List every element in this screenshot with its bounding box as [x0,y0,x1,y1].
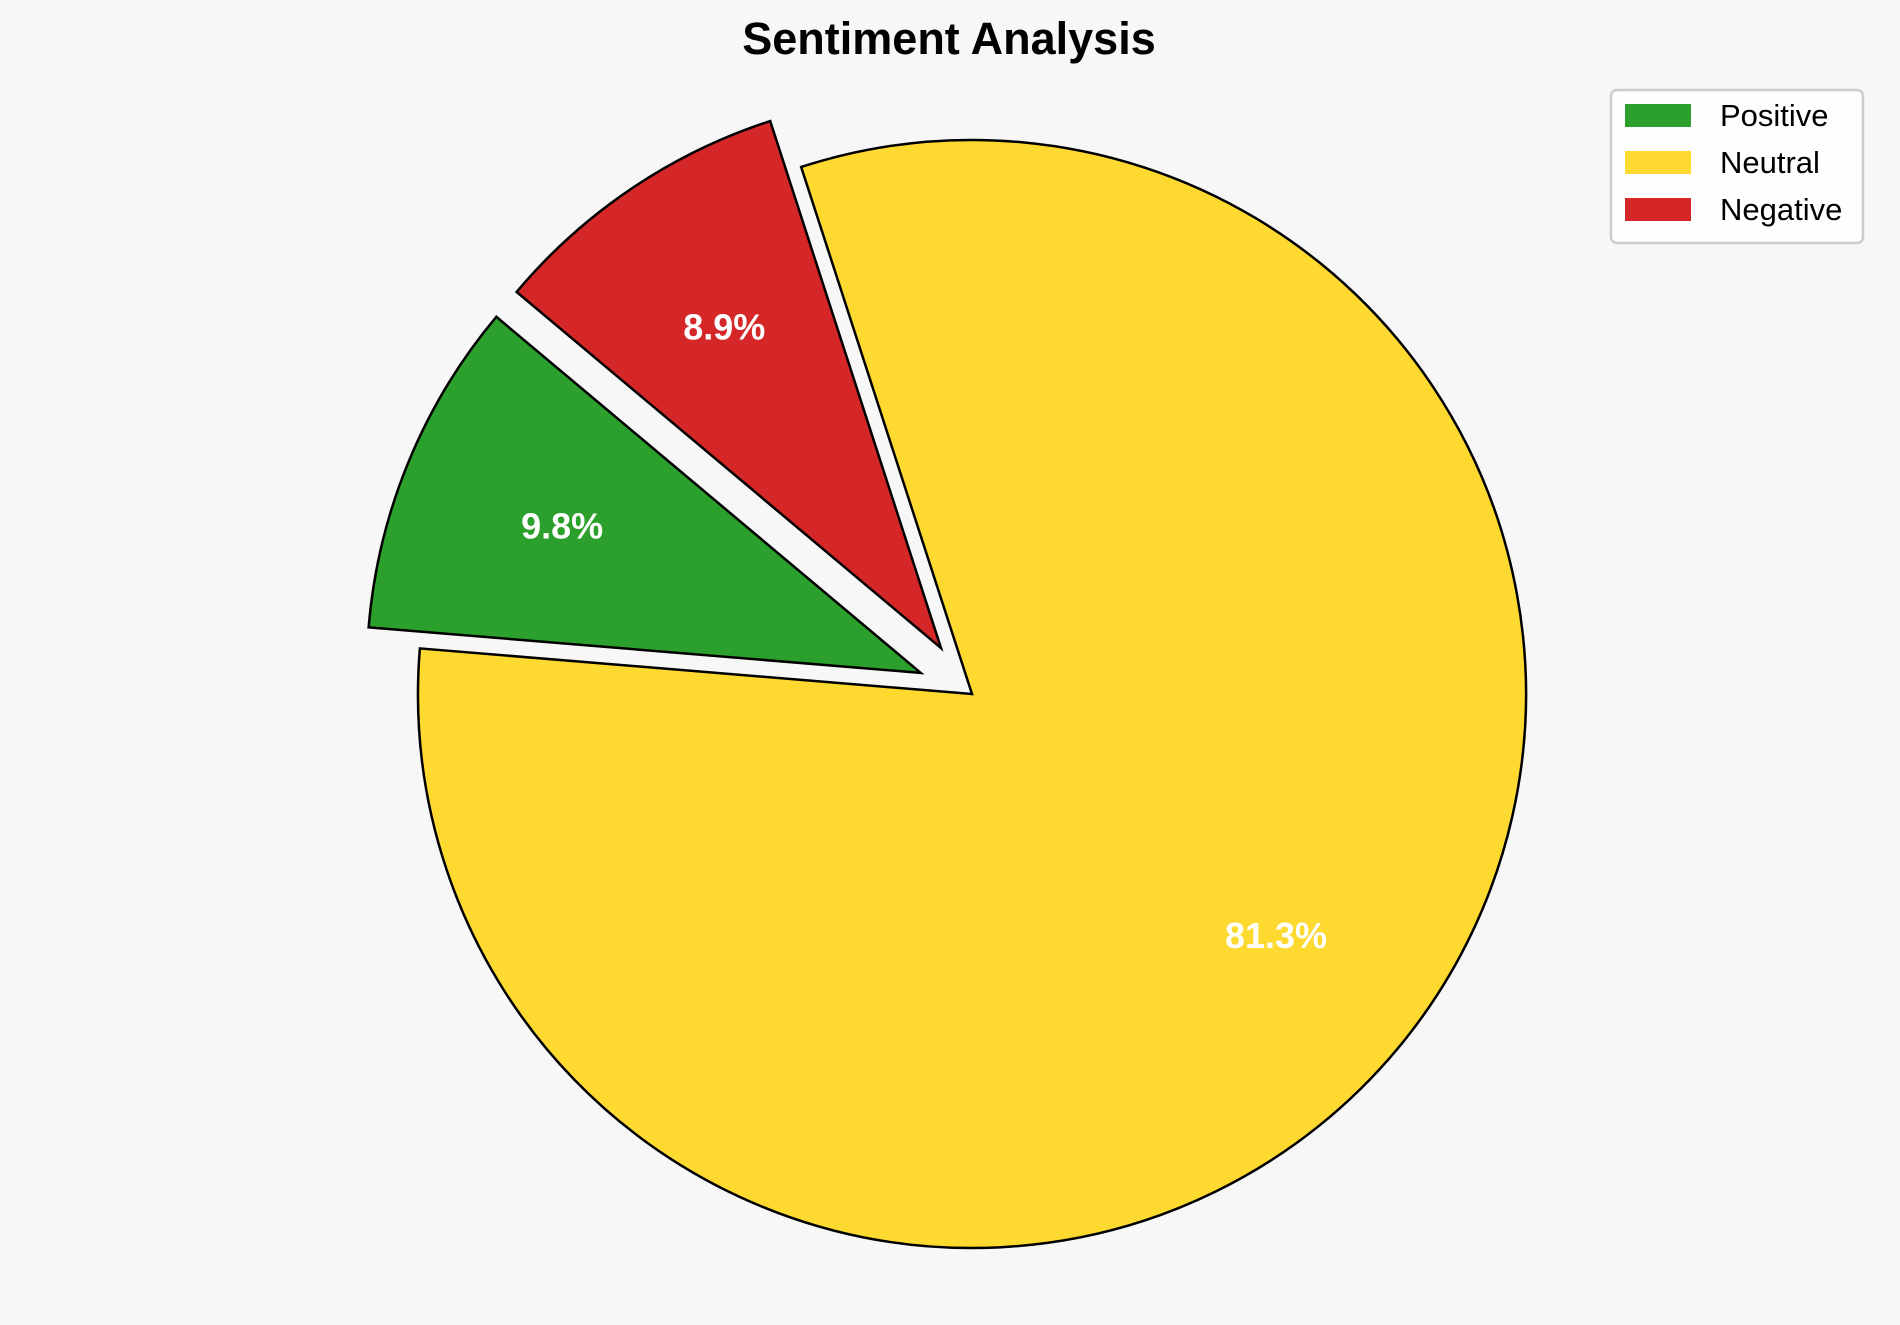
slice-label-positive: 9.8% [521,505,603,546]
legend-swatch-negative [1625,198,1691,221]
legend-label-neutral: Neutral [1720,145,1820,180]
pie-slice-positive [367,315,925,675]
legend-label-negative: Negative [1720,192,1842,227]
legend-label-positive: Positive [1720,98,1829,133]
legend-swatch-neutral [1625,151,1691,174]
pie-slice-neutral [416,138,1528,1250]
slice-label-neutral: 81.3% [1225,915,1327,956]
legend-swatch-positive [1625,104,1691,127]
pie-slice-negative [514,119,944,652]
chart-title: Sentiment Analysis [742,13,1155,64]
legend: Positive Neutral Negative [1609,88,1865,245]
slice-label-negative: 8.9% [683,306,765,347]
